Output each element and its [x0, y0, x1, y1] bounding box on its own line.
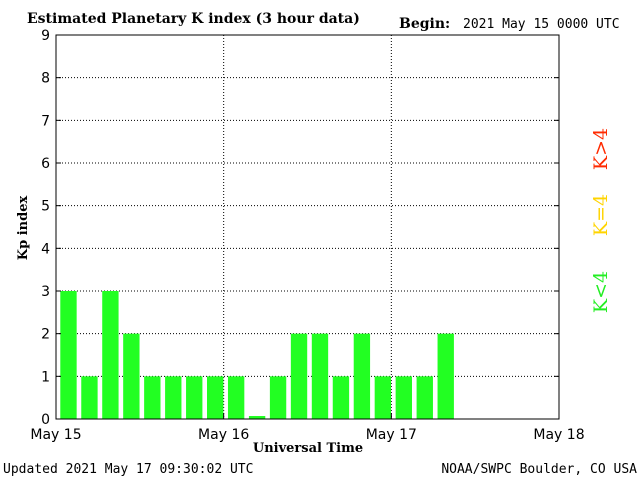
- bars: [60, 291, 454, 419]
- kp-bar: [81, 376, 98, 419]
- x-axis-title: Universal Time: [253, 441, 363, 456]
- kp-bar: [102, 291, 119, 419]
- begin-value: 2021 May 15 0000 UTC: [463, 17, 620, 32]
- y-tick-label: 5: [41, 199, 50, 215]
- y-tick-label: 6: [41, 156, 50, 172]
- y-tick-label: 7: [41, 113, 50, 129]
- kp-bar: [374, 376, 392, 419]
- y-ticks: 0 1 2 3 4 5 6 7 8 9: [41, 28, 559, 428]
- y-tick-label: 3: [41, 284, 50, 300]
- source-text: NOAA/SWPC Boulder, CO USA: [441, 462, 637, 477]
- kp-bar: [332, 376, 350, 419]
- updated-text: Updated 2021 May 17 09:30:02 UTC: [3, 462, 253, 477]
- grid-lines: [56, 34, 559, 419]
- kp-bar: [227, 376, 245, 419]
- kp-bar: [311, 333, 329, 419]
- kp-bar: [207, 376, 224, 419]
- legend-low: K<4: [590, 271, 612, 313]
- kp-bar: [290, 333, 308, 419]
- chart-title: Estimated Planetary K index (3 hour data…: [27, 11, 360, 27]
- x-tick-label: May 16: [198, 427, 249, 443]
- y-tick-label: 1: [41, 369, 50, 385]
- kp-bar: [395, 376, 412, 419]
- kp-bar: [269, 376, 287, 419]
- y-tick-label: 4: [41, 241, 50, 257]
- kp-bar: [353, 333, 371, 419]
- x-tick-label: May 18: [533, 427, 584, 443]
- legend-high: K>4: [590, 128, 612, 170]
- begin-label: Begin:: [399, 16, 450, 32]
- y-tick-label: 9: [41, 28, 50, 44]
- legend-equal: K=4: [590, 194, 612, 236]
- kp-bar: [186, 376, 203, 419]
- x-tick-label: May 17: [366, 427, 417, 443]
- kp-bar: [416, 376, 433, 419]
- x-ticks: May 15 May 16 May 17 May 18: [30, 413, 585, 443]
- kp-bar: [60, 291, 77, 419]
- y-tick-label: 2: [41, 327, 50, 343]
- plot-frame: [55, 34, 560, 420]
- x-tick-label: May 15: [30, 427, 81, 443]
- kp-bar: [165, 376, 182, 419]
- kp-bar: [437, 333, 454, 419]
- y-axis-title: Kp index: [16, 196, 31, 261]
- y-tick-label: 0: [41, 412, 50, 428]
- kp-bar: [123, 333, 140, 419]
- kp-bar: [248, 416, 266, 419]
- y-tick-label: 8: [41, 71, 50, 87]
- kp-bar: [144, 376, 161, 419]
